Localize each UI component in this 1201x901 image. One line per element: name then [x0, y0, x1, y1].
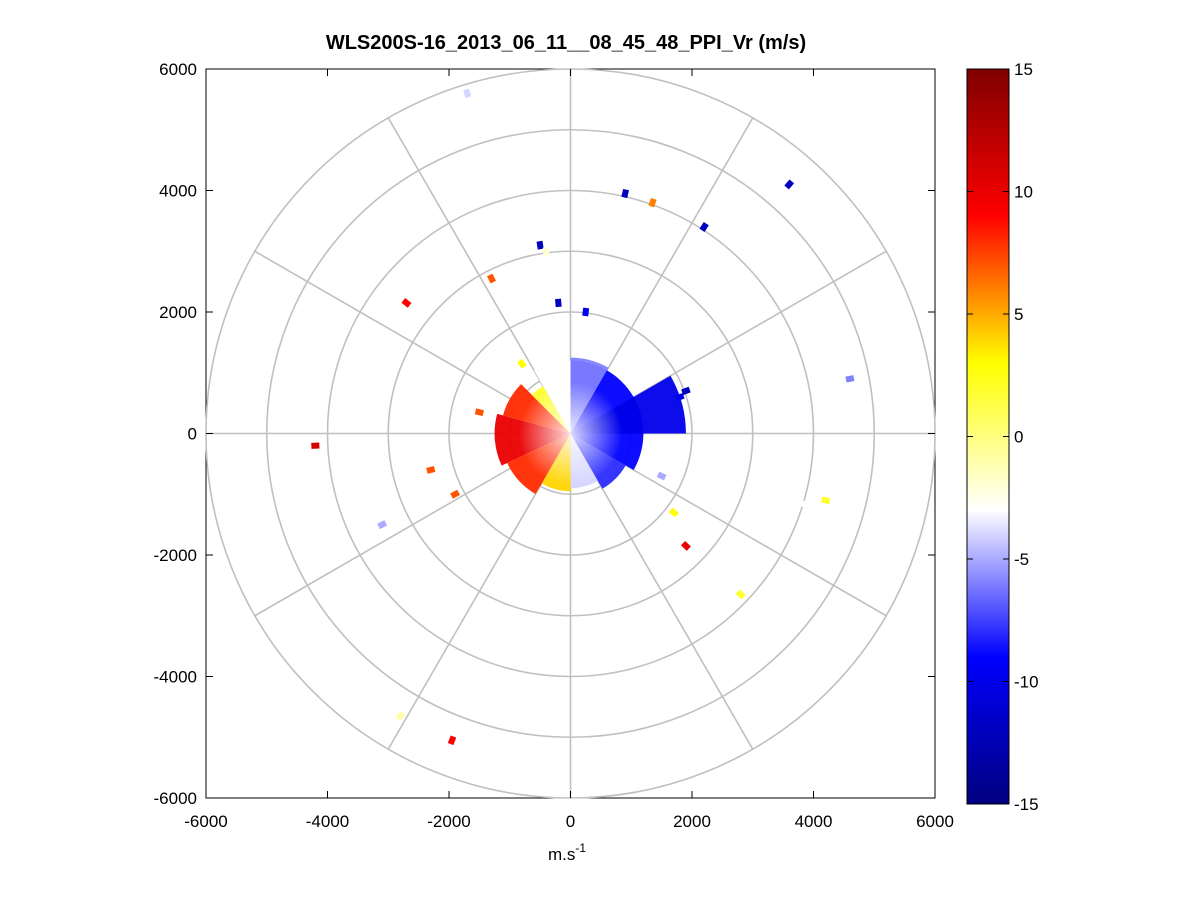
colorbar-tick-label: 5 — [1014, 305, 1023, 324]
colorbar-ticks: 15 10 5 0 -5 -10 -15 — [967, 60, 1039, 814]
data-point — [311, 442, 320, 449]
y-tick-label: -6000 — [154, 789, 197, 808]
polar-ring — [326, 189, 815, 678]
axes-ticks: -6000 -4000 -2000 0 2000 4000 6000 6000 4000 2000… — [154, 60, 954, 831]
data-point — [395, 711, 406, 721]
colorbar-tick-label: -15 — [1014, 795, 1039, 814]
colorbar-tick-label: -10 — [1014, 673, 1039, 692]
chart-title: WLS200S-16_2013_06_11__08_45_48_PPI_Vr (… — [326, 32, 806, 54]
x-tick-label: -2000 — [427, 812, 470, 831]
core-fade — [518, 381, 623, 486]
colorbar-tick-label: 0 — [1014, 428, 1023, 447]
data-point — [450, 489, 461, 499]
y-tick-label: 4000 — [159, 182, 197, 201]
x-axis-label-base: m.s — [548, 845, 575, 864]
data-point — [474, 408, 484, 417]
data-point — [487, 273, 497, 284]
data-point — [668, 507, 679, 518]
data-point — [784, 179, 795, 190]
x-axis-label-superscript: -1 — [575, 841, 586, 855]
polar-ring — [448, 311, 693, 556]
data-point — [784, 487, 794, 496]
data-point — [735, 589, 746, 600]
data-point — [426, 466, 436, 474]
y-tick-label: 0 — [188, 425, 197, 444]
data-point — [656, 471, 667, 481]
colorbar-tick-label: 15 — [1014, 60, 1033, 79]
x-tick-label: -6000 — [184, 812, 227, 831]
x-tick-label: 2000 — [673, 812, 711, 831]
data-point — [401, 298, 412, 308]
y-tick-label: -2000 — [154, 546, 197, 565]
y-tick-label: 6000 — [159, 60, 197, 79]
colorbar-tick-label: -5 — [1014, 550, 1029, 569]
data-point — [463, 88, 472, 98]
data-point — [675, 392, 685, 402]
data-point — [681, 386, 691, 396]
data-point — [621, 188, 629, 199]
x-tick-label: 4000 — [795, 812, 833, 831]
colorbar — [966, 68, 1010, 805]
y-tick-label: -4000 — [154, 668, 197, 687]
data-point — [582, 307, 590, 317]
y-tick-label: 2000 — [159, 303, 197, 322]
data-point — [517, 358, 527, 369]
polar-ring — [387, 250, 754, 617]
x-tick-label: 0 — [566, 812, 575, 831]
polar-ring — [265, 128, 876, 739]
colorbar-tick-label: 10 — [1014, 183, 1033, 202]
x-tick-label: -4000 — [306, 812, 349, 831]
data-point — [377, 520, 388, 530]
data-point — [821, 496, 831, 505]
data-point — [542, 246, 550, 256]
data-point — [680, 540, 691, 551]
data-point — [447, 735, 457, 746]
velocity-data — [311, 88, 861, 746]
data-point — [648, 197, 657, 208]
x-tick-label: 6000 — [916, 812, 954, 831]
data-point — [536, 240, 544, 250]
data-point — [851, 362, 861, 371]
data-point — [845, 375, 855, 383]
data-point — [699, 221, 709, 232]
x-axis-label: m.s-1 — [548, 841, 586, 864]
data-point — [554, 298, 562, 308]
data-point — [796, 499, 807, 508]
